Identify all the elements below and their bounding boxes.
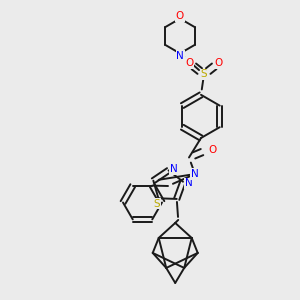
- Text: S: S: [154, 199, 160, 209]
- Text: O: O: [208, 145, 217, 155]
- Text: S: S: [201, 69, 207, 80]
- Text: O: O: [185, 58, 194, 68]
- Text: O: O: [176, 11, 184, 21]
- Text: N: N: [191, 169, 199, 179]
- Text: N: N: [170, 164, 178, 174]
- Text: N: N: [184, 178, 192, 188]
- Text: N: N: [176, 51, 184, 61]
- Text: O: O: [214, 58, 223, 68]
